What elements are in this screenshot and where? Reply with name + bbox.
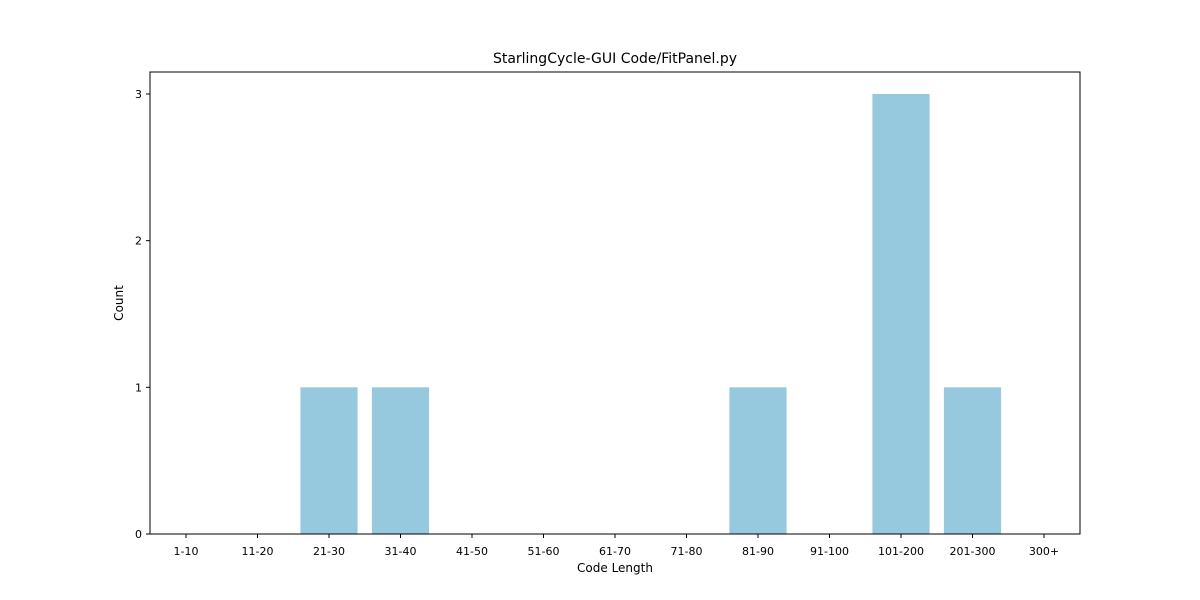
y-axis-label: Count (112, 285, 126, 321)
x-tick-label: 201-300 (950, 545, 996, 558)
x-tick-label: 1-10 (174, 545, 199, 558)
x-tick-label: 91-100 (810, 545, 849, 558)
x-axis-ticks: 1-10 11-20 21-30 31-40 41-50 51-60 61-70 71-80 8… (174, 534, 1059, 558)
y-axis-ticks: 0 1 2 3 (135, 88, 150, 541)
y-tick-label: 1 (135, 381, 142, 394)
x-tick-label: 71-80 (671, 545, 703, 558)
x-tick-label: 300+ (1029, 545, 1059, 558)
x-tick-label: 61-70 (599, 545, 631, 558)
bar-31-40 (371, 387, 430, 534)
x-axis-label: Code Length (577, 561, 653, 575)
bar-101-200 (872, 94, 930, 534)
bar-21-30 (300, 387, 358, 534)
bars-group (300, 94, 1002, 534)
chart-title: StarlingCycle-GUI Code/FitPanel.py (493, 51, 737, 67)
y-tick-label: 2 (135, 235, 142, 248)
x-tick-label: 51-60 (528, 545, 560, 558)
x-tick-label: 21-30 (313, 545, 345, 558)
bar-201-300 (943, 387, 1002, 534)
x-tick-label: 41-50 (456, 545, 488, 558)
x-tick-label: 31-40 (385, 545, 417, 558)
plot-frame (149, 71, 1081, 535)
x-tick-label: 81-90 (742, 545, 774, 558)
y-tick-label: 0 (135, 528, 142, 541)
bar-81-90 (729, 387, 787, 534)
x-tick-label: 101-200 (878, 545, 924, 558)
y-tick-label: 3 (135, 88, 142, 101)
x-tick-label: 11-20 (242, 545, 274, 558)
